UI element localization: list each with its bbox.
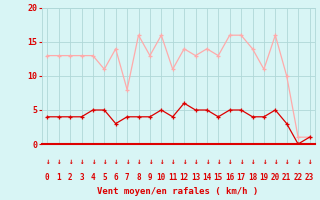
Text: 21: 21 <box>282 172 291 182</box>
Text: ↓: ↓ <box>250 156 255 166</box>
Text: 13: 13 <box>191 172 200 182</box>
Text: ↓: ↓ <box>113 156 118 166</box>
Text: 3: 3 <box>79 172 84 182</box>
Text: 19: 19 <box>259 172 268 182</box>
Text: 11: 11 <box>168 172 177 182</box>
Text: 6: 6 <box>113 172 118 182</box>
Text: ↓: ↓ <box>56 156 61 166</box>
Text: ↓: ↓ <box>148 156 152 166</box>
Text: ↓: ↓ <box>159 156 164 166</box>
Text: ↓: ↓ <box>102 156 107 166</box>
Text: 15: 15 <box>214 172 223 182</box>
Text: 4: 4 <box>91 172 95 182</box>
Text: ↓: ↓ <box>273 156 278 166</box>
Text: 8: 8 <box>136 172 141 182</box>
Text: ↓: ↓ <box>239 156 244 166</box>
Text: ↓: ↓ <box>45 156 50 166</box>
Text: 5: 5 <box>102 172 107 182</box>
Text: 7: 7 <box>125 172 129 182</box>
Text: 22: 22 <box>293 172 303 182</box>
Text: 16: 16 <box>225 172 234 182</box>
Text: 10: 10 <box>157 172 166 182</box>
Text: 1: 1 <box>56 172 61 182</box>
Text: ↓: ↓ <box>228 156 232 166</box>
Text: 14: 14 <box>202 172 212 182</box>
Text: 23: 23 <box>305 172 314 182</box>
Text: ↓: ↓ <box>284 156 289 166</box>
Text: ↓: ↓ <box>216 156 220 166</box>
Text: 9: 9 <box>148 172 152 182</box>
Text: 17: 17 <box>236 172 246 182</box>
Text: ↓: ↓ <box>136 156 141 166</box>
Text: 0: 0 <box>45 172 50 182</box>
Text: ↓: ↓ <box>296 156 300 166</box>
Text: ↓: ↓ <box>125 156 129 166</box>
Text: 20: 20 <box>271 172 280 182</box>
Text: 12: 12 <box>180 172 189 182</box>
Text: ↓: ↓ <box>307 156 312 166</box>
Text: 2: 2 <box>68 172 72 182</box>
Text: ↓: ↓ <box>182 156 187 166</box>
Text: ↓: ↓ <box>68 156 72 166</box>
Text: ↓: ↓ <box>193 156 198 166</box>
Text: 18: 18 <box>248 172 257 182</box>
Text: Vent moyen/en rafales ( km/h ): Vent moyen/en rafales ( km/h ) <box>97 188 258 196</box>
Text: ↓: ↓ <box>79 156 84 166</box>
Text: ↓: ↓ <box>204 156 209 166</box>
Text: ↓: ↓ <box>261 156 266 166</box>
Text: ↓: ↓ <box>170 156 175 166</box>
Text: ↓: ↓ <box>91 156 95 166</box>
